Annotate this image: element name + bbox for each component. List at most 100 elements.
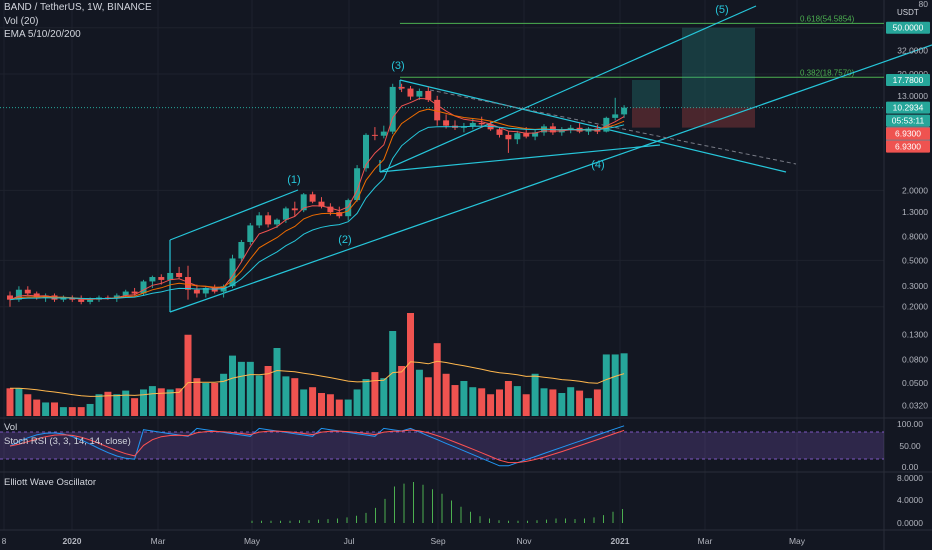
price-tick-label: 32.0000	[897, 45, 928, 55]
ema-line	[9, 108, 625, 301]
volume-legend: Vol (20)	[4, 16, 39, 27]
wave-label: (1)	[287, 174, 300, 186]
candle-body	[238, 242, 245, 259]
candle-body	[291, 208, 298, 211]
candle-body	[318, 201, 325, 207]
candle-body	[443, 120, 450, 126]
time-tick-label: Jul	[344, 536, 355, 546]
volume-bar	[407, 313, 414, 416]
price-tag	[886, 127, 930, 140]
candle-body	[282, 208, 289, 220]
upper-channel-line	[379, 5, 757, 173]
candle-body	[131, 291, 138, 294]
candle-body	[309, 194, 316, 202]
price-tag	[886, 73, 930, 86]
volume-bar	[389, 331, 397, 416]
volume-bar	[344, 399, 352, 416]
volume-tick-label: 0.0800	[902, 354, 928, 364]
volume-bar	[576, 390, 584, 416]
price-tick-label: 0.5000	[902, 255, 928, 265]
candle-body	[158, 277, 165, 280]
volume-bar	[531, 373, 539, 416]
price-tag	[886, 114, 930, 127]
time-tick-label: Mar	[151, 536, 166, 546]
wave-label: (4)	[591, 159, 604, 171]
time-axis: 8 2020 Mar May Jul Sep Nov 2021 Mar May	[2, 536, 806, 546]
candle-body	[15, 289, 22, 300]
candle-body	[371, 134, 378, 136]
volume-bar	[424, 377, 432, 416]
volume-bar	[442, 373, 450, 416]
volume-bar	[460, 381, 468, 416]
candle-body	[78, 299, 85, 302]
ewo-tick-label: 4.0000	[897, 495, 923, 505]
candle-body	[211, 287, 218, 292]
volume-bar	[59, 407, 67, 416]
volume-bar	[611, 354, 619, 416]
volume-bar	[131, 398, 139, 416]
candle-body	[7, 295, 13, 300]
price-tag-label: 05:53:11	[892, 116, 925, 126]
candle-body	[523, 133, 530, 137]
candle-body	[167, 272, 174, 280]
volume-bar	[113, 394, 121, 416]
price-tag-label: 6.9300	[895, 129, 921, 139]
candle-body	[496, 129, 503, 135]
price-tag-label: 6.9300	[895, 142, 921, 152]
volume-bar	[504, 381, 512, 416]
candle-body	[603, 117, 610, 132]
candle-body	[229, 258, 236, 287]
candlestick-series	[7, 83, 628, 307]
volume-bar	[353, 389, 361, 416]
stoch-tick-label: 100.00	[897, 419, 923, 429]
stop-zone-box	[632, 107, 660, 128]
volume-bar	[300, 389, 308, 416]
candle-body	[33, 293, 40, 298]
time-tick-label: May	[244, 536, 261, 546]
volume-bar	[86, 403, 94, 416]
candle-body	[380, 131, 387, 136]
volume-bar	[6, 388, 14, 416]
price-tick-label: 1.3000	[902, 207, 928, 217]
wedge-line	[379, 144, 661, 173]
dashed-trend-line	[429, 89, 797, 165]
volume-bar	[478, 388, 486, 416]
volume-bar	[15, 388, 23, 416]
volume-bar	[558, 393, 566, 416]
volume-tick-label: 0.0500	[902, 378, 928, 388]
vol-pane-label: Vol	[4, 422, 18, 433]
time-tick-label: Mar	[698, 536, 713, 546]
trend-channels	[169, 5, 932, 313]
volume-bar	[513, 386, 521, 416]
candle-body	[434, 99, 441, 121]
time-tick-label: 2021	[611, 536, 630, 546]
price-tick-label: 0.2000	[902, 302, 928, 312]
volume-bar	[211, 382, 219, 416]
volume-bar	[585, 398, 592, 416]
fibonacci-levels: 0.618(54.5854) 0.382(18.7570)	[400, 14, 884, 128]
fib-label: 0.618(54.5854)	[800, 14, 855, 23]
volume-bar	[24, 394, 32, 416]
volume-bar	[371, 372, 379, 416]
candle-body	[425, 90, 432, 100]
price-tag-label: 17.7800	[893, 75, 924, 85]
volume-bar	[237, 361, 245, 416]
stoch-band	[0, 432, 884, 459]
target-zone-box	[632, 79, 660, 108]
volume-bar	[33, 399, 41, 416]
stoch-tick-label: 0.00	[902, 462, 919, 472]
candle-body	[140, 281, 147, 294]
volume-bar	[104, 391, 112, 416]
volume-bar	[593, 389, 601, 416]
volume-bar	[496, 389, 503, 416]
volume-bar	[309, 387, 317, 416]
candle-body	[202, 287, 209, 294]
volume-bar	[42, 402, 50, 416]
candle-body	[354, 168, 361, 201]
candle-body	[478, 122, 485, 125]
volume-bar	[175, 388, 183, 416]
candle-body	[416, 90, 423, 97]
candle-body	[363, 134, 369, 169]
volume-bar	[487, 394, 495, 416]
